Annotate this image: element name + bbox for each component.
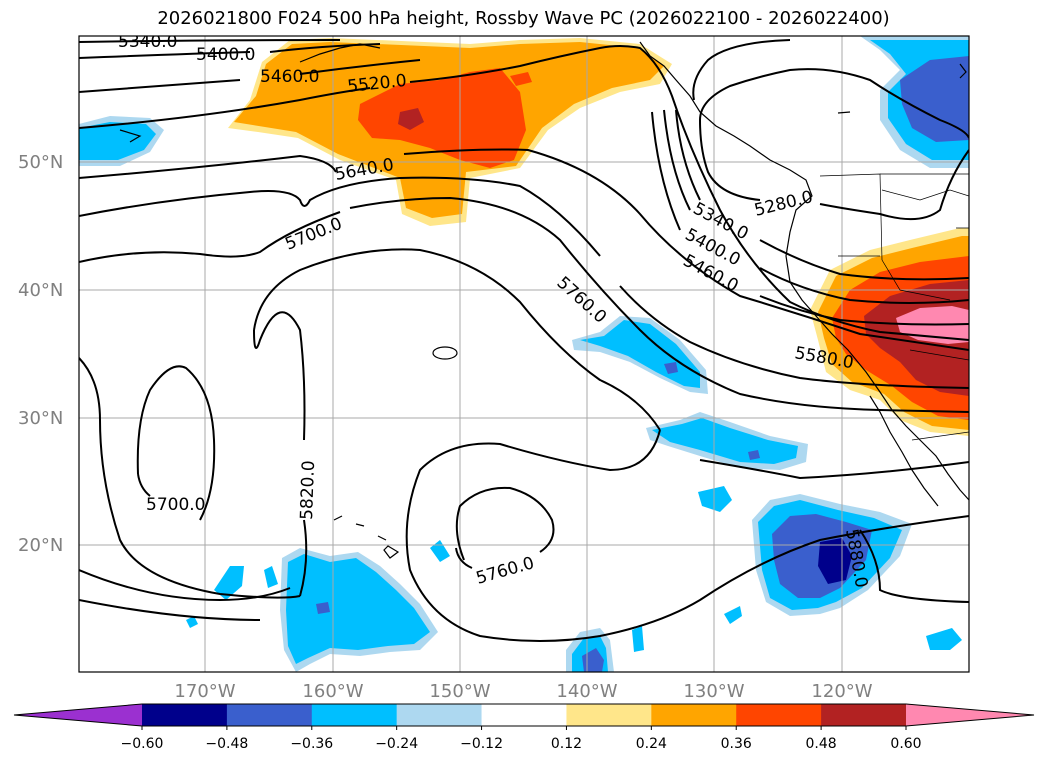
islands xyxy=(333,111,851,559)
lon-label-120w: 120°W xyxy=(811,681,872,702)
colorbar-swatch xyxy=(736,704,822,726)
positive-anomaly-north-pacific xyxy=(228,38,672,226)
colorbar-swatch xyxy=(396,704,483,726)
graticule xyxy=(79,36,969,672)
colorbar-swatch xyxy=(821,704,907,726)
lat-label-50n: 50°N xyxy=(18,152,63,173)
colorbar-tick-label: −0.48 xyxy=(205,736,248,752)
negative-anomaly-subtropics xyxy=(79,36,969,672)
colorbar-swatch xyxy=(311,704,398,726)
colorbar-swatch xyxy=(651,704,737,726)
map-area: 5340.0 5400.0 5460.0 5520.0 5640.0 5700.… xyxy=(79,32,969,672)
colorbar-extend-min xyxy=(14,704,142,726)
contour-label: 5400.0 xyxy=(196,45,255,65)
height-contours xyxy=(79,39,969,642)
colorbar-tick-label: 0.60 xyxy=(890,736,921,752)
lat-label-30n: 30°N xyxy=(18,408,63,429)
state-borders xyxy=(819,173,969,441)
lon-label-130w: 130°W xyxy=(683,681,744,702)
lat-label-40n: 40°N xyxy=(18,280,63,301)
contour-label: 5460.0 xyxy=(260,67,319,87)
colorbar-swatch xyxy=(142,704,228,726)
colorbar-swatch xyxy=(481,704,567,726)
colorbar-tick-label: −0.36 xyxy=(290,736,333,752)
latitude-labels: 50°N 40°N 30°N 20°N xyxy=(18,152,63,556)
colorbar-tick-label: −0.24 xyxy=(375,736,418,752)
colorbar: −0.60 −0.48 −0.36 −0.24 −0.12 0.12 0.24 0.36 0.4… xyxy=(13,703,1035,752)
colorbar-tick-label: 0.36 xyxy=(721,736,752,752)
contour-label: 5700.0 xyxy=(146,495,205,515)
contour-label: 5820.0 xyxy=(297,460,319,520)
lat-label-20n: 20°N xyxy=(18,535,63,556)
colorbar-tick-label: −0.12 xyxy=(460,736,503,752)
lon-label-140w: 140°W xyxy=(556,681,617,702)
lon-label-150w: 150°W xyxy=(429,681,490,702)
colorbar-extend-max xyxy=(906,704,1034,726)
colorbar-tick-label: 0.12 xyxy=(551,736,582,752)
lon-label-160w: 160°W xyxy=(302,681,363,702)
colorbar-swatch xyxy=(226,704,313,726)
longitude-labels: 170°W 160°W 150°W 140°W 130°W 120°W xyxy=(174,681,872,702)
colorbar-tick-label: 0.48 xyxy=(806,736,837,752)
colorbar-swatch xyxy=(566,704,652,726)
contour-label: 5340.0 xyxy=(118,32,177,52)
colorbar-tick-label: −0.60 xyxy=(121,736,164,752)
map-frame xyxy=(78,35,970,673)
lon-label-170w: 170°W xyxy=(174,681,235,702)
map-title: 2026021800 F024 500 hPa height, Rossby W… xyxy=(157,8,890,29)
colorbar-tick-label: 0.24 xyxy=(636,736,667,752)
